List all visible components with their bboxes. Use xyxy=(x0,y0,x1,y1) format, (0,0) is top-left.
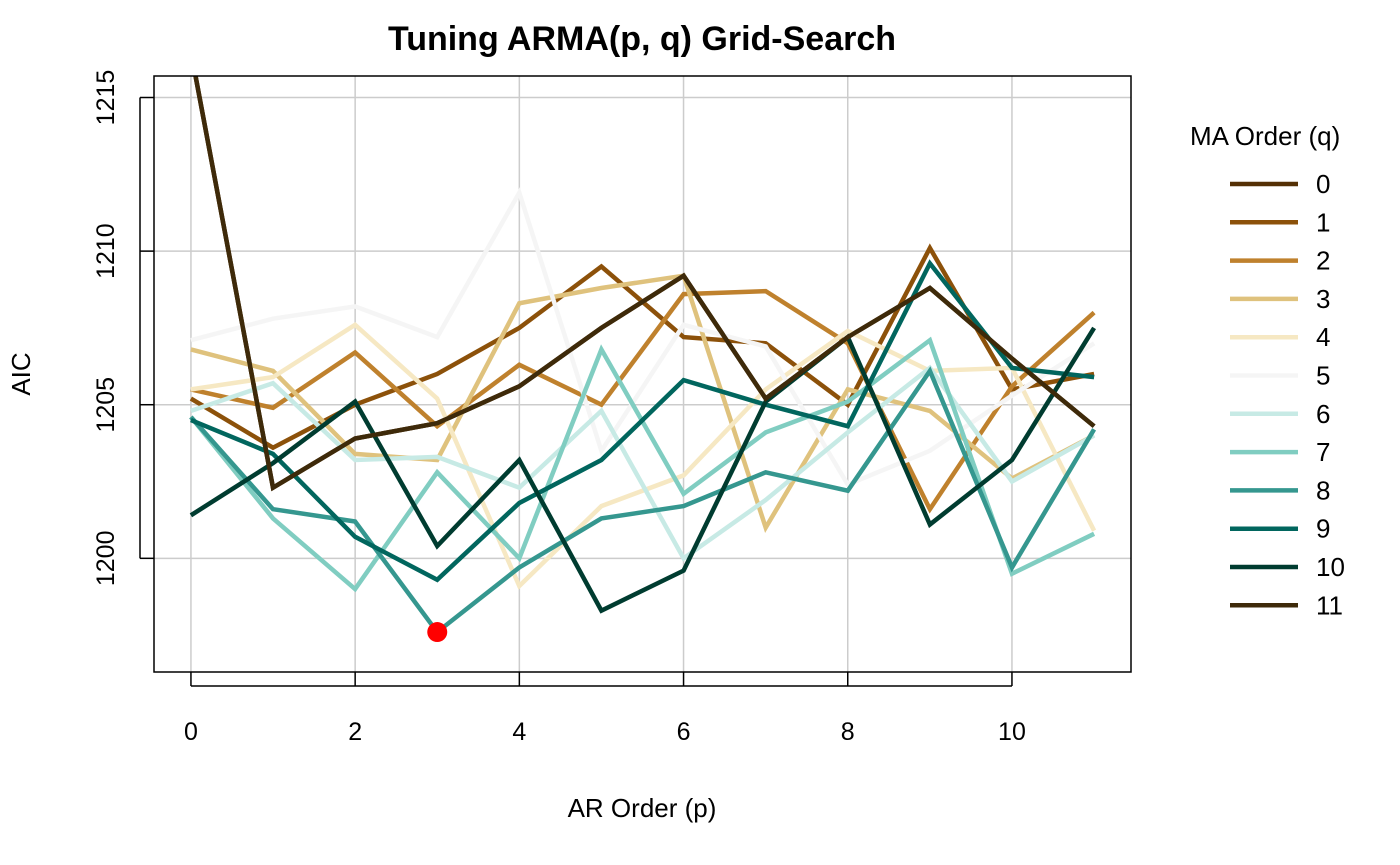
legend-label-q8: 8 xyxy=(1316,475,1330,505)
legend-label-q11: 11 xyxy=(1316,590,1343,620)
series-lines xyxy=(189,76,1097,636)
series-line-q4 xyxy=(190,321,1097,590)
y-tick-label: 1205 xyxy=(92,377,120,433)
legend-label-q4: 4 xyxy=(1316,322,1330,352)
legend-label-q2: 2 xyxy=(1316,246,1330,276)
y-tick-label: 1210 xyxy=(92,223,120,279)
x-tick-label: 0 xyxy=(184,718,198,746)
x-tick-label: 8 xyxy=(841,718,855,746)
series-line-q10 xyxy=(189,326,1097,614)
series-line-q8 xyxy=(189,366,1097,636)
legend-label-q0: 0 xyxy=(1316,169,1330,199)
x-tick-label: 10 xyxy=(998,718,1026,746)
series-line-q9 xyxy=(190,259,1095,583)
y-tick-label: 1200 xyxy=(92,531,120,587)
legend-label-q5: 5 xyxy=(1316,361,1330,391)
plot-area xyxy=(189,76,1097,643)
legend-label-q7: 7 xyxy=(1316,437,1330,467)
legend-label-q6: 6 xyxy=(1316,399,1330,429)
highlight-layer xyxy=(427,622,448,643)
chart-title: Tuning ARMA(p, q) Grid-Search xyxy=(388,20,896,58)
legend-title: MA Order (q) xyxy=(1190,121,1340,151)
series-line-q11 xyxy=(193,76,1096,492)
grid xyxy=(154,76,1131,672)
legend-label-q9: 9 xyxy=(1316,514,1330,544)
x-tick-label: 6 xyxy=(677,718,691,746)
series-line-q3 xyxy=(190,273,1096,534)
legend: MA Order (q) 0 1 2 3 4 5 6 7 8 9 10 11 xyxy=(1190,121,1345,620)
x-tick-label: 4 xyxy=(512,718,526,746)
plot-border xyxy=(153,75,1132,673)
legend-label-q10: 10 xyxy=(1316,552,1345,582)
y-axis-label: AIC xyxy=(6,352,36,395)
x-tick-label: 2 xyxy=(348,718,362,746)
x-axis-label: AR Order (p) xyxy=(568,793,717,823)
min-aic-point xyxy=(427,622,448,643)
series-line-q5 xyxy=(190,187,1096,488)
legend-label-q1: 1 xyxy=(1316,207,1330,237)
y-tick-label: 1215 xyxy=(92,70,120,126)
legend-label-q3: 3 xyxy=(1316,284,1330,314)
y-axis: 1200 1205 1210 1215 xyxy=(92,70,154,586)
series-line-q2 xyxy=(190,288,1096,514)
x-axis: 0 2 4 6 8 10 xyxy=(184,672,1026,746)
